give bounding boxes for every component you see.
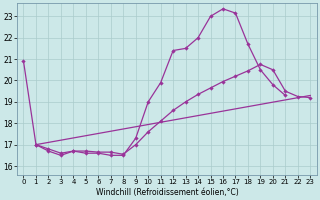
X-axis label: Windchill (Refroidissement éolien,°C): Windchill (Refroidissement éolien,°C) — [96, 188, 238, 197]
